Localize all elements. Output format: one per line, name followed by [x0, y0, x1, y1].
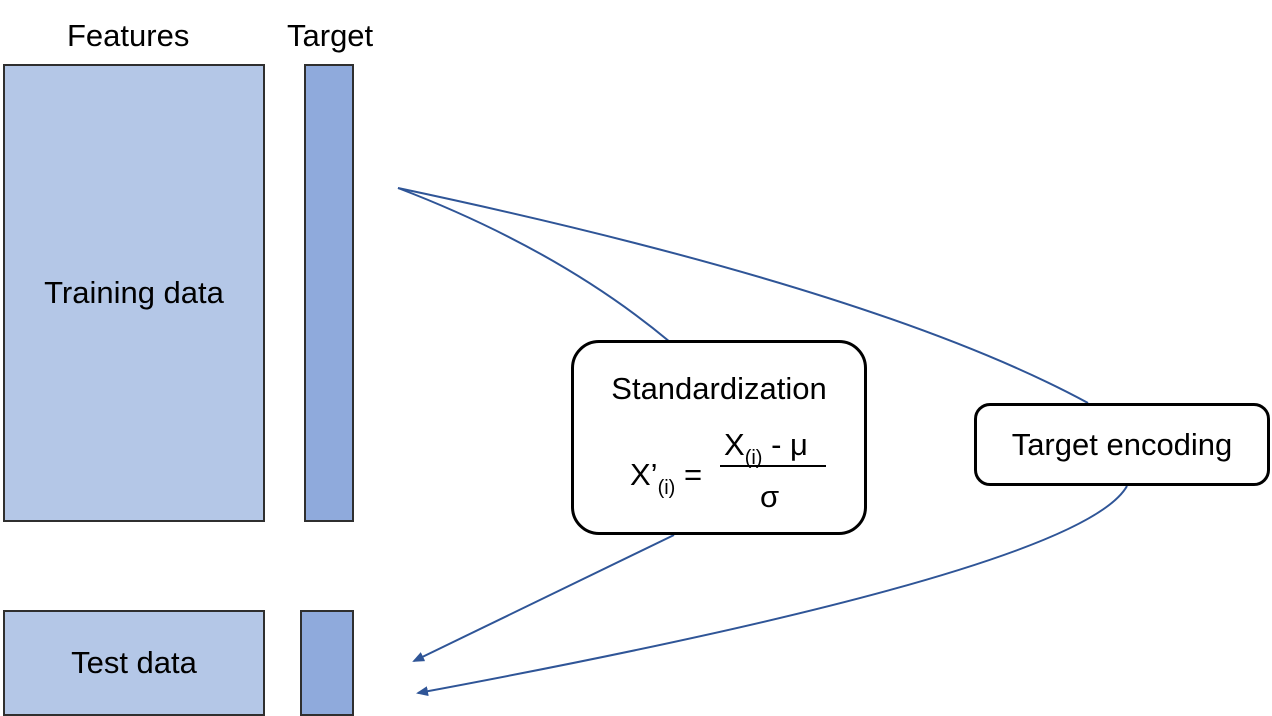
target-encoding-label: Target encoding	[1011, 427, 1233, 462]
standardization-title: Standardization	[611, 371, 827, 406]
test-target-block	[300, 610, 354, 716]
formula-lhs-main: X’	[630, 457, 658, 492]
training-data-label: Training data	[44, 275, 224, 310]
formula-lhs-subscript: (i)	[657, 477, 676, 499]
formula-lhs: X’(i) =	[630, 457, 703, 499]
target-encoding-to-test-arrow	[416, 485, 1128, 697]
training-target-block	[304, 64, 354, 522]
standardization-to-test-arrow	[412, 534, 675, 662]
formula-numerator: X(i) - μ	[724, 427, 808, 469]
training-features-block: Training data	[3, 64, 265, 522]
training-to-standardization-curve	[397, 187, 671, 343]
features-header: Features	[67, 18, 190, 53]
formula-equals: =	[683, 457, 703, 492]
numerator-rest: - μ	[771, 427, 808, 462]
test-features-block: Test data	[3, 610, 265, 716]
training-to-target-encoding-curve	[397, 187, 1089, 404]
test-data-label: Test data	[71, 645, 197, 680]
target-header: Target	[287, 18, 374, 53]
target-encoding-box: Target encoding	[974, 403, 1270, 486]
standardization-box: Standardization X’(i) = X(i) - μ σ	[571, 340, 867, 535]
numerator-main: X	[724, 427, 745, 462]
formula-denominator: σ	[760, 479, 780, 514]
fraction-bar	[720, 465, 826, 467]
numerator-subscript: (i)	[744, 447, 763, 469]
